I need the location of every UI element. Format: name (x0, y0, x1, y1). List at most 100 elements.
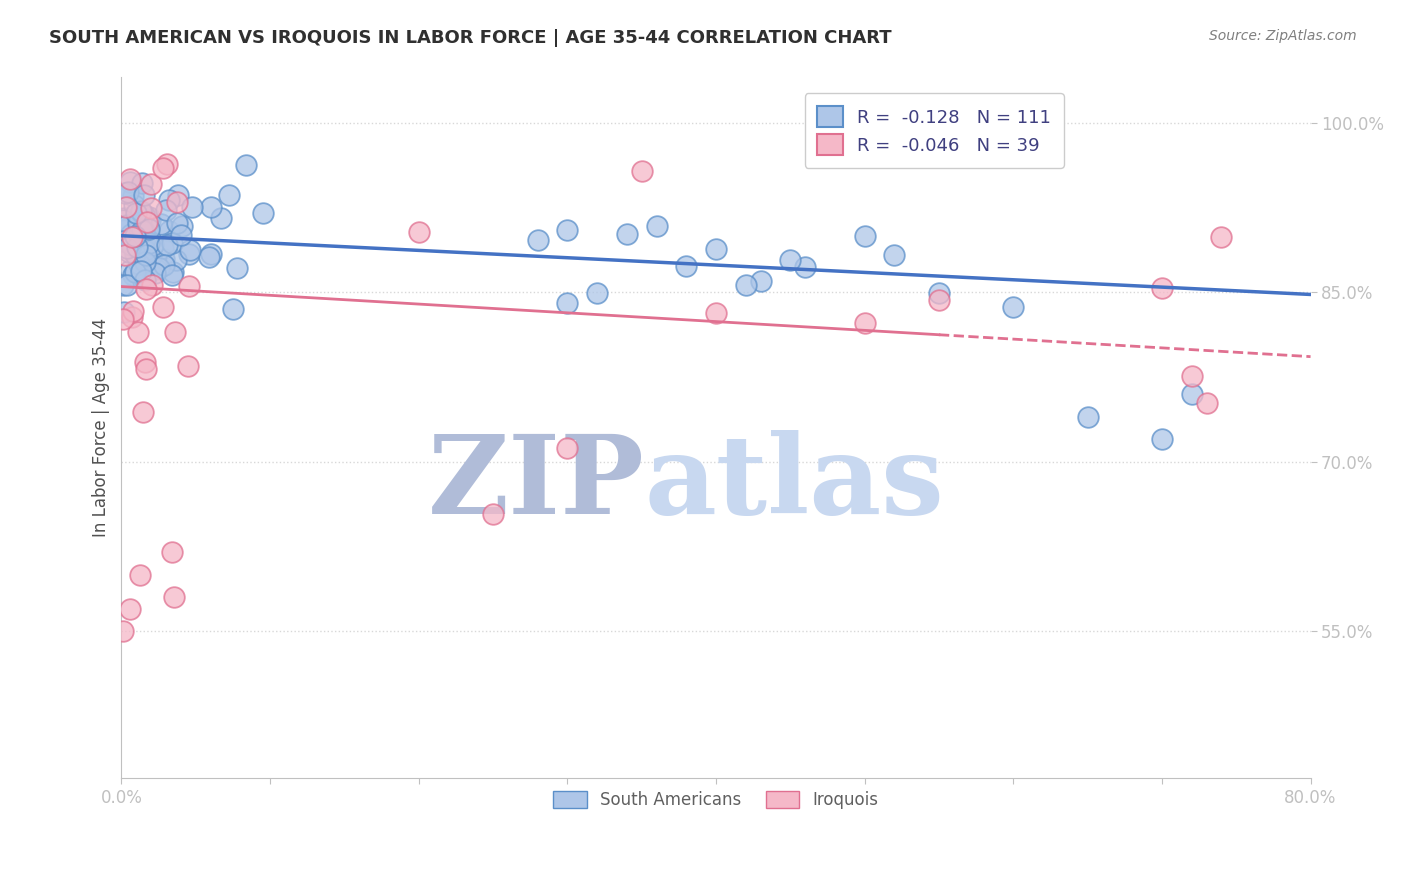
Point (128, 245, 150, 260)
Point (139, 202, 162, 216)
Point (114, 186, 136, 200)
Point (1002, 300, 1025, 314)
Point (111, 277, 134, 292)
Point (117, 186, 139, 200)
Point (1150, 281, 1173, 295)
Point (235, 158, 257, 172)
Point (152, 241, 174, 255)
Point (142, 237, 165, 252)
Point (131, 176, 153, 190)
Point (152, 161, 174, 176)
Point (120, 238, 142, 252)
Point (586, 286, 609, 301)
Point (749, 274, 772, 288)
Point (127, 216, 149, 230)
Point (121, 229, 143, 244)
Point (177, 246, 200, 260)
Point (853, 316, 876, 330)
Point (209, 211, 232, 226)
Point (128, 567, 150, 582)
Point (218, 188, 240, 202)
Point (115, 200, 138, 214)
Point (794, 260, 817, 274)
Point (166, 216, 188, 230)
Point (222, 301, 245, 316)
Point (252, 206, 274, 220)
Point (200, 201, 222, 215)
Point (143, 266, 166, 280)
Legend: South Americans, Iroquois: South Americans, Iroquois (547, 784, 886, 815)
Point (928, 285, 950, 300)
Point (176, 359, 198, 373)
Point (155, 202, 177, 217)
Point (160, 236, 183, 251)
Point (131, 223, 153, 237)
Point (135, 362, 157, 376)
Point (630, 164, 652, 178)
Point (138, 211, 160, 225)
Point (156, 237, 179, 252)
Point (150, 217, 173, 231)
Point (177, 278, 200, 293)
Point (198, 251, 221, 265)
Point (115, 277, 138, 292)
Point (135, 222, 157, 236)
Point (157, 193, 180, 207)
Point (928, 293, 950, 307)
Point (124, 265, 146, 279)
Point (136, 215, 159, 229)
Point (170, 219, 193, 233)
Point (115, 241, 138, 255)
Point (131, 264, 153, 278)
Point (152, 252, 174, 266)
Point (124, 244, 146, 259)
Point (124, 229, 146, 244)
Text: Source: ZipAtlas.com: Source: ZipAtlas.com (1209, 29, 1357, 43)
Point (132, 188, 155, 202)
Text: atlas: atlas (644, 431, 945, 537)
Point (408, 225, 430, 239)
Point (156, 156, 179, 170)
Point (128, 257, 150, 271)
Point (118, 601, 141, 615)
Point (139, 213, 162, 227)
Point (163, 591, 186, 605)
Point (120, 175, 142, 189)
Point (134, 254, 156, 268)
Point (129, 205, 152, 219)
Point (134, 243, 156, 257)
Point (136, 233, 159, 247)
Point (134, 355, 156, 369)
Point (704, 306, 727, 320)
Point (132, 268, 155, 283)
Point (124, 246, 146, 260)
Point (122, 198, 145, 212)
Point (122, 188, 145, 202)
Point (162, 264, 184, 278)
Point (1077, 409, 1099, 424)
Point (138, 221, 160, 235)
Point (179, 244, 201, 258)
Point (112, 305, 135, 319)
Point (139, 249, 162, 263)
Point (120, 172, 142, 186)
Point (111, 311, 134, 326)
Point (111, 212, 134, 227)
Point (166, 194, 188, 209)
Point (118, 263, 141, 277)
Point (135, 282, 157, 296)
Point (125, 206, 148, 220)
Point (120, 227, 142, 242)
Point (132, 219, 155, 234)
Point (779, 252, 801, 267)
Point (165, 253, 187, 268)
Point (1150, 432, 1173, 446)
Point (135, 248, 157, 262)
Point (226, 260, 249, 275)
Point (141, 278, 163, 293)
Y-axis label: In Labor Force | Age 35-44: In Labor Force | Age 35-44 (93, 318, 110, 537)
Point (1181, 387, 1204, 401)
Point (883, 248, 905, 262)
Point (1181, 368, 1204, 383)
Point (148, 260, 170, 275)
